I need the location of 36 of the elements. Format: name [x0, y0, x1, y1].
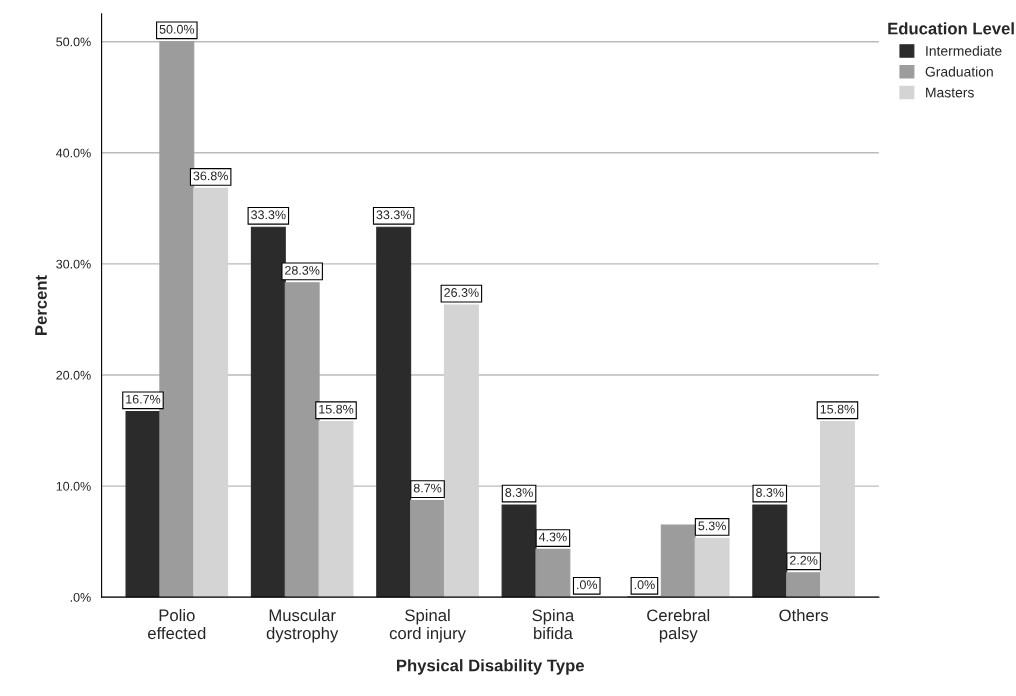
data-label: 16.7% [126, 394, 161, 404]
y-tick-label: 10.0% [56, 481, 91, 491]
data-label: 33.3% [251, 210, 286, 220]
data-label: 36.8% [193, 171, 228, 181]
y-tick-label: 40.0% [56, 148, 91, 158]
data-label: 4.3% [538, 532, 567, 542]
x-tick-label: Muscular dystrophy [266, 608, 339, 643]
data-label: .0% [634, 580, 655, 590]
data-label: 50.0% [159, 24, 195, 34]
x-tick-label: Others [779, 608, 829, 622]
x-tick-label: Cerebral palsy [647, 608, 710, 643]
data-label: 8.7% [413, 483, 442, 493]
x-axis-title: Physical Disability Type [397, 659, 584, 675]
y-tick-label: 20.0% [56, 370, 91, 380]
data-label: 33.3% [376, 210, 411, 220]
bar [660, 524, 696, 598]
data-label: 8.3% [505, 488, 533, 497]
legend-title: Education Level [888, 22, 1014, 35]
data-label: 8.3% [756, 488, 784, 497]
data-label: 15.8% [820, 404, 855, 414]
legend-label: Intermediate [926, 45, 1002, 56]
x-tick-label: Polio effected [148, 608, 206, 640]
y-tick-label: 50.0% [56, 37, 91, 47]
data-label: 28.3% [285, 265, 320, 275]
y-tick-label: .0% [70, 592, 91, 602]
data-label: 5.3% [698, 521, 726, 531]
legend-label: Graduation [925, 66, 993, 77]
x-tick-label: Spina bifida [532, 608, 575, 640]
data-label: 26.3% [444, 288, 479, 297]
legend-label: Masters [926, 87, 974, 98]
x-tick-label: Spinal cord injury [389, 608, 466, 643]
data-label: 15.8% [319, 404, 354, 414]
y-axis-title: Percent [35, 275, 47, 335]
data-label: 2.2% [790, 555, 818, 565]
y-tick-label: 30.0% [56, 259, 91, 269]
data-label: .0% [577, 580, 598, 590]
